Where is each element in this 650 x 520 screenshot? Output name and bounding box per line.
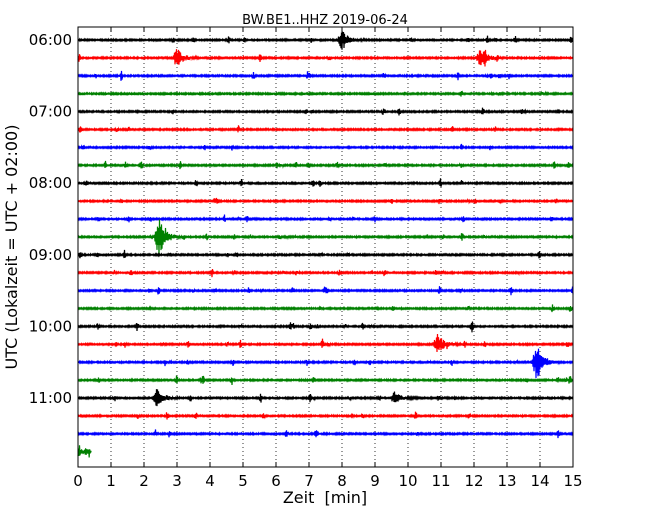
x-tick-label: 4 (205, 472, 215, 490)
chart-title: BW.BE1..HHZ 2019-06-24 (242, 13, 408, 28)
seismic-traces (77, 31, 574, 458)
plot-frame (77, 26, 574, 468)
x-tick-label: 11 (431, 472, 450, 490)
trace-0715 (77, 125, 574, 133)
y-tick-label: 08:00 (29, 174, 72, 192)
trace-1100 (77, 389, 574, 407)
trace-0700 (77, 107, 574, 116)
trace-1130 (77, 429, 574, 439)
x-tick-label: 8 (337, 472, 347, 490)
trace-0630 (77, 70, 574, 81)
grid-lines (110, 27, 541, 467)
y-tick-label: 07:00 (29, 103, 72, 121)
trace-1000 (77, 321, 574, 333)
trace-1045 (77, 375, 574, 385)
trace-0945 (77, 304, 574, 313)
x-tick-label: 9 (370, 472, 380, 490)
x-tick-label: 6 (271, 472, 281, 490)
x-tick-label: 3 (172, 472, 182, 490)
trace-0730 (77, 143, 574, 151)
trace-0815 (77, 197, 574, 205)
trace-1145 (77, 445, 92, 458)
trace-0745 (77, 160, 574, 170)
trace-0645 (77, 90, 574, 97)
x-tick-label: 13 (497, 472, 516, 490)
axis-ticks (77, 27, 574, 467)
y-tick-label: 10:00 (29, 317, 72, 335)
y-tick-label: 06:00 (29, 31, 72, 49)
y-tick-label: 11:00 (29, 389, 72, 407)
y-tick-labels: 06:00 07:00 08:00 09:00 10:00 11:00 (29, 31, 72, 407)
x-tick-label: 12 (464, 472, 483, 490)
trace-0915 (77, 268, 574, 278)
trace-0930 (77, 286, 574, 296)
x-tick-label: 14 (530, 472, 549, 490)
trace-1015 (77, 333, 574, 352)
trace-0600 (77, 31, 574, 50)
x-tick-label: 7 (304, 472, 314, 490)
trace-1030 (77, 348, 574, 379)
x-tick-labels: 0 1 2 3 4 5 6 7 8 9 10 11 12 13 14 15 (73, 472, 582, 490)
x-axis-label: Zeit [min] (283, 488, 367, 507)
trace-1115 (77, 411, 574, 420)
x-tick-label: 15 (563, 472, 582, 490)
x-tick-label: 10 (398, 472, 417, 490)
trace-0900 (77, 249, 574, 259)
trace-0800 (77, 178, 574, 187)
x-tick-label: 2 (139, 472, 149, 490)
trace-0830 (77, 214, 574, 223)
x-tick-label: 0 (73, 472, 83, 490)
y-tick-label: 09:00 (29, 246, 72, 264)
trace-0615 (77, 49, 574, 67)
trace-0845 (77, 219, 574, 257)
x-tick-label: 1 (106, 472, 116, 490)
x-tick-label: 5 (238, 472, 248, 490)
y-axis-label: UTC (Lokalzeit = UTC + 02:00) (2, 125, 21, 370)
